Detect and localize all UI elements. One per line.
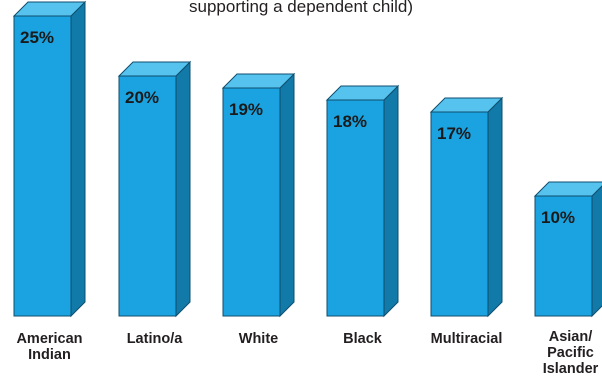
category-label: American Indian	[16, 331, 83, 363]
bar-front	[118, 75, 177, 317]
bar-side	[591, 185, 602, 318]
bar-front	[534, 195, 593, 317]
bar-front	[326, 99, 385, 317]
category-label: White	[238, 331, 279, 347]
bar-6: 10%	[533, 181, 602, 318]
bar-front	[222, 87, 281, 317]
category-label: Multiracial	[430, 331, 503, 347]
category-label: Latino/a	[126, 331, 183, 347]
bar-side	[487, 96, 503, 318]
bar-1: 25%	[12, 0, 87, 318]
value-label: 10%	[541, 208, 575, 227]
bar-side	[279, 72, 295, 318]
bar-side	[70, 0, 86, 318]
chart-title-fragment: supporting a dependent child)	[189, 0, 413, 16]
category-label: Asian/ Pacific Islander	[542, 329, 599, 377]
value-label: 19%	[229, 100, 263, 119]
bar-front	[430, 111, 489, 317]
bar-3: 19%	[221, 72, 296, 318]
bar-front	[13, 15, 72, 317]
bar-2: 20%	[117, 60, 192, 318]
bars-group: 25% 20% 19% 18% 17% 10%	[12, 0, 602, 318]
bar-4: 18%	[325, 84, 400, 318]
value-label: 25%	[20, 28, 54, 47]
category-label: Black	[343, 331, 382, 347]
bar-side	[383, 84, 399, 318]
bar-5: 17%	[429, 96, 504, 318]
value-label: 20%	[125, 88, 159, 107]
value-label: 17%	[437, 124, 471, 143]
value-label: 18%	[333, 112, 367, 131]
bar-top	[533, 181, 602, 197]
bar-side	[175, 60, 191, 318]
